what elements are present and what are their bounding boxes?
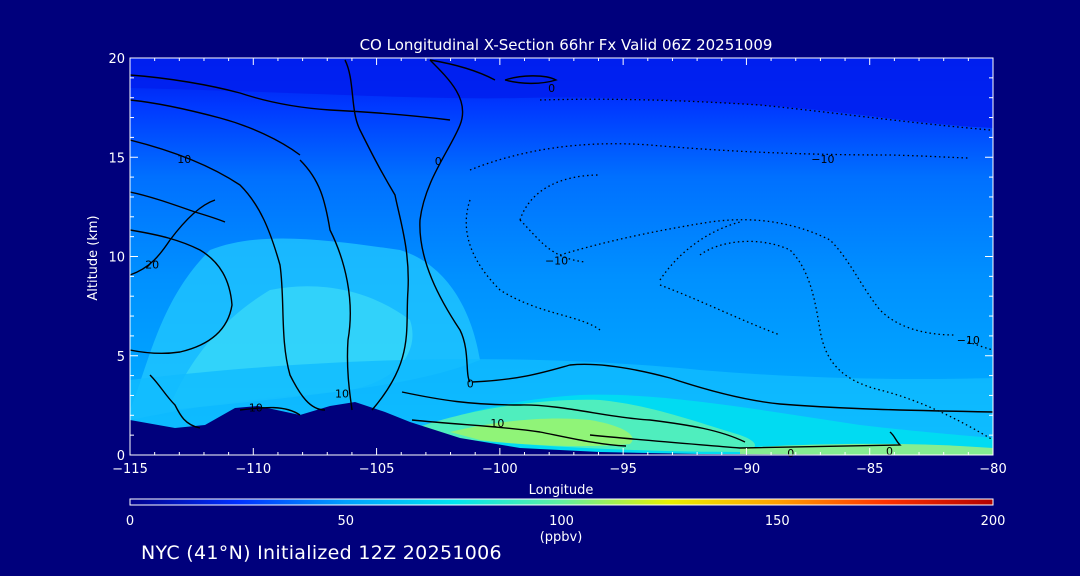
contour-line — [130, 74, 451, 121]
colorbar-tick-label: 50 — [337, 514, 354, 529]
contour-line — [539, 98, 991, 131]
contour-line — [239, 406, 301, 416]
contour-line — [299, 159, 353, 411]
solid-contours — [130, 59, 993, 449]
contour-line — [130, 229, 233, 354]
dotted-contours — [465, 98, 993, 441]
contour-line — [401, 391, 746, 443]
contour-line — [411, 419, 627, 447]
contour-label: 0 — [435, 155, 442, 168]
contour-label: −10 — [811, 153, 834, 166]
contour-line — [699, 240, 993, 441]
y-tick-label: 10 — [108, 251, 125, 266]
contour-line — [659, 284, 781, 336]
colorbar-tick-label: 100 — [549, 514, 574, 529]
contour-label: 10 — [335, 387, 349, 400]
contour-labels: 10 0 0 −10 20 −10 −10 0 10 10 10 0 0 — [145, 82, 980, 460]
x-tick-label: −80 — [979, 462, 1006, 477]
colorbar-tick-label: 150 — [765, 514, 790, 529]
contour-line — [659, 221, 741, 281]
contour-line — [149, 374, 201, 429]
contour-line — [130, 99, 301, 156]
x-tick-label: −95 — [609, 462, 636, 477]
y-tick-label: 15 — [108, 151, 125, 166]
y-tick-label: 0 — [117, 449, 125, 464]
x-tick-label: −115 — [112, 462, 148, 477]
contour-label: −10 — [545, 254, 568, 267]
contour-label: −10 — [957, 334, 980, 347]
contour-line — [471, 363, 993, 413]
contour-line — [465, 199, 601, 331]
x-tick-label: −110 — [235, 462, 271, 477]
contour-label: 10 — [249, 401, 263, 414]
contour-label: 0 — [787, 447, 794, 460]
chart-title: CO Longitudinal X-Section 66hr Fx Valid … — [360, 36, 773, 54]
contour-label: 0 — [886, 445, 893, 458]
contour-line — [967, 341, 993, 351]
colorbar-tick-label: 200 — [981, 514, 1006, 529]
contour-line — [519, 174, 601, 221]
x-tick-label: −105 — [359, 462, 395, 477]
x-axis: −115 −110 −105 −100 −95 −90 −85 −80 — [112, 58, 1007, 477]
plot-area — [130, 58, 993, 455]
y-axis: 0 5 10 15 20 — [108, 52, 993, 464]
contour-label: 0 — [467, 378, 474, 391]
contour-label: 10 — [490, 417, 504, 430]
initialization-footer: NYC (41°N) Initialized 12Z 20251006 — [141, 542, 502, 564]
contour-line — [130, 199, 216, 276]
terrain — [130, 402, 993, 455]
x-axis-label: Longitude — [529, 483, 594, 498]
colorbar-unit-label: (ppbv) — [540, 530, 583, 545]
contour-line — [419, 59, 471, 383]
contour-line — [130, 139, 326, 411]
x-tick-label: −85 — [856, 462, 883, 477]
contour-line — [469, 143, 971, 171]
contour-label: 20 — [145, 258, 159, 271]
contour-line — [130, 191, 226, 223]
upper-low-co-band — [130, 58, 993, 128]
contour-line — [504, 75, 558, 85]
contour-line — [429, 59, 496, 81]
colorbar — [129, 498, 994, 506]
x-tick-label: −90 — [733, 462, 760, 477]
colorbar-ticks: 0 50 100 150 200 — [126, 514, 1006, 529]
y-axis-label: Altitude (km) — [86, 215, 101, 300]
contour-line — [589, 431, 902, 449]
colorbar-tick-label: 0 — [126, 514, 134, 529]
contour-label: 0 — [548, 82, 555, 95]
y-tick-label: 20 — [108, 52, 125, 67]
contour-label: 10 — [177, 153, 191, 166]
x-tick-label: −100 — [482, 462, 518, 477]
y-tick-label: 5 — [117, 350, 125, 365]
contour-line — [344, 59, 409, 411]
